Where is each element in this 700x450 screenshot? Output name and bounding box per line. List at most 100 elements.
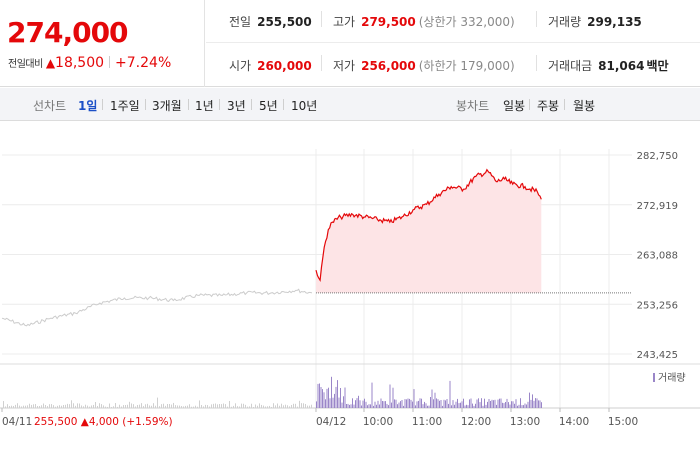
price-chart[interactable]: 282,750 272,919 263,088 253,256 243,425 04/1…	[0, 121, 700, 450]
volume-bar	[299, 400, 300, 408]
prev-day-pct: (+1.59%)	[122, 416, 172, 428]
x-tick-label: 11:00	[412, 416, 442, 428]
tab-10-years[interactable]: 10년	[291, 99, 318, 113]
volume-bar	[149, 405, 150, 408]
volume-bar	[79, 403, 80, 408]
volume-bar	[328, 387, 329, 408]
divider	[251, 99, 252, 110]
volume-bars-prev-day	[3, 397, 312, 408]
stat-value: 260,000	[257, 59, 312, 73]
volume-bar	[301, 403, 302, 408]
volume-bar	[145, 404, 146, 408]
volume-bar	[99, 403, 100, 408]
volume-bar	[115, 403, 116, 408]
volume-legend: 거래량	[658, 372, 686, 384]
divider	[102, 99, 103, 110]
volume-bar	[521, 405, 523, 408]
volume-bar	[203, 406, 204, 408]
volume-bar	[21, 406, 22, 408]
volume-bar	[191, 406, 192, 408]
volume-bar	[325, 399, 326, 408]
volume-bar	[425, 403, 427, 408]
tab-1-week[interactable]: 1주일	[110, 99, 140, 113]
volume-bar	[356, 398, 358, 408]
tab-1-day[interactable]: 1일	[78, 99, 98, 113]
tab-3-years[interactable]: 3년	[227, 99, 246, 113]
price-summary: 274,000 전일대비 ▲18,500 +7.24%	[0, 0, 205, 87]
volume-bar	[9, 406, 10, 408]
tab-1-year[interactable]: 1년	[195, 99, 214, 113]
volume-bar	[382, 401, 383, 408]
volume-bar	[151, 405, 152, 408]
volume-bar	[422, 404, 424, 408]
volume-bar	[392, 387, 394, 408]
volume-bar	[211, 404, 212, 408]
volume-bar	[245, 404, 246, 408]
volume-bar	[195, 405, 196, 408]
volume-bar	[469, 399, 470, 408]
volume-bar	[430, 397, 431, 408]
volume-bar	[347, 403, 349, 408]
volume-bar	[281, 403, 282, 408]
volume-bar	[261, 404, 262, 408]
tab-monthly-candle[interactable]: 월봉	[573, 99, 596, 113]
volume-bar	[293, 403, 294, 408]
volume-bar	[277, 403, 278, 408]
volume-bar	[129, 401, 130, 408]
volume-bar	[541, 402, 542, 408]
volume-bar	[121, 406, 122, 408]
volume-bar	[117, 406, 118, 408]
volume-bar	[532, 394, 533, 408]
volume-bar	[127, 404, 128, 408]
volume-bar	[231, 406, 232, 408]
volume-bar	[490, 401, 491, 408]
volume-bar	[437, 399, 439, 408]
volume-bar	[320, 387, 322, 408]
volume-bar	[317, 383, 319, 408]
volume-bar	[514, 403, 515, 408]
tab-5-years[interactable]: 5년	[259, 99, 278, 113]
candle-chart-label: 봉차트	[456, 99, 490, 113]
volume-bar	[448, 403, 449, 408]
volume-bar	[523, 405, 524, 408]
x-tick-label: 04/12	[316, 416, 346, 428]
volume-bar	[143, 406, 144, 408]
volume-bar	[69, 404, 70, 408]
volume-bar	[223, 403, 224, 408]
volume-bar	[500, 398, 502, 408]
y-axis-labels: 282,750 272,919 263,088 253,256 243,425	[637, 151, 678, 361]
volume-bar	[159, 406, 160, 408]
volume-bar	[512, 401, 514, 408]
x-tick-label: 14:00	[559, 416, 589, 428]
volume-bar	[496, 404, 497, 408]
volume-bar	[461, 401, 463, 408]
volume-bar	[37, 405, 38, 408]
x-tick-label: 15:00	[608, 416, 638, 428]
volume-bar	[401, 400, 403, 408]
volume-bar	[111, 406, 112, 408]
volume-bar	[179, 405, 180, 408]
volume-bar	[141, 403, 142, 408]
volume-bar	[49, 404, 50, 408]
volume-bar	[394, 399, 395, 408]
volume-bar	[297, 406, 298, 408]
x-tick-label: 10:00	[363, 416, 393, 428]
volume-bar	[31, 404, 32, 408]
volume-bar	[197, 406, 198, 408]
stat-label: 거래량	[548, 15, 582, 29]
volume-bar	[241, 403, 242, 408]
volume-bar	[377, 400, 379, 408]
tab-3-months[interactable]: 3개월	[152, 99, 182, 113]
volume-bar	[185, 405, 186, 408]
volume-bar	[235, 403, 236, 408]
x-tick-label: 12:00	[461, 416, 491, 428]
tab-daily-candle[interactable]: 일봉	[503, 99, 526, 113]
volume-bar	[177, 405, 178, 408]
volume-bar	[81, 405, 82, 408]
volume-bar	[295, 403, 296, 408]
tab-weekly-candle[interactable]: 주봉	[537, 99, 560, 113]
volume-bar	[478, 398, 479, 408]
volume-bar	[433, 399, 434, 408]
volume-bar	[365, 401, 367, 408]
volume-bar	[515, 399, 517, 408]
